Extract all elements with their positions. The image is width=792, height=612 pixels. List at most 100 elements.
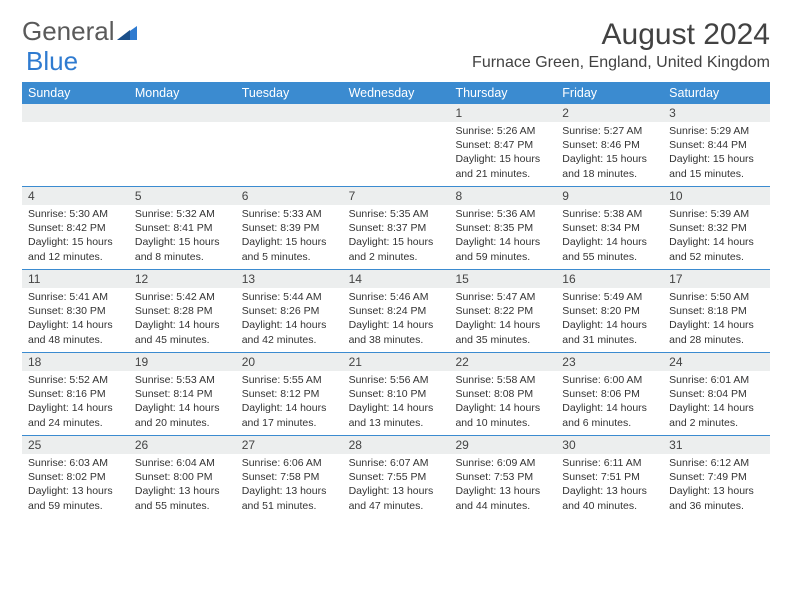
day-number — [343, 104, 450, 122]
day-number: 9 — [556, 187, 663, 205]
day-cell: 13Sunrise: 5:44 AMSunset: 8:26 PMDayligh… — [236, 270, 343, 352]
day-body: Sunrise: 6:12 AMSunset: 7:49 PMDaylight:… — [663, 456, 770, 513]
sunrise-text: Sunrise: 5:58 AM — [455, 373, 550, 387]
sunset-text: Sunset: 8:02 PM — [28, 470, 123, 484]
weekday-header: Monday — [129, 82, 236, 104]
header: General August 2024 Furnace Green, Engla… — [22, 18, 770, 72]
day-number: 22 — [449, 353, 556, 371]
sunset-text: Sunset: 8:06 PM — [562, 387, 657, 401]
sunset-text: Sunset: 8:16 PM — [28, 387, 123, 401]
sunset-text: Sunset: 7:55 PM — [349, 470, 444, 484]
sunset-text: Sunset: 8:18 PM — [669, 304, 764, 318]
day-number: 1 — [449, 104, 556, 122]
sunset-text: Sunset: 8:39 PM — [242, 221, 337, 235]
day-number: 7 — [343, 187, 450, 205]
day-number: 30 — [556, 436, 663, 454]
daylight-text: Daylight: 15 hours and 21 minutes. — [455, 152, 550, 180]
sunset-text: Sunset: 8:37 PM — [349, 221, 444, 235]
sunrise-text: Sunrise: 5:41 AM — [28, 290, 123, 304]
day-cell: 19Sunrise: 5:53 AMSunset: 8:14 PMDayligh… — [129, 353, 236, 435]
daylight-text: Daylight: 14 hours and 48 minutes. — [28, 318, 123, 346]
day-cell: 28 Sunrise: 6:07 AMSunset: 7:55 PMDayligh… — [343, 436, 450, 518]
day-number: 20 — [236, 353, 343, 371]
sunset-text: Sunset: 8:42 PM — [28, 221, 123, 235]
day-body: Sunrise: 5:52 AMSunset: 8:16 PMDaylight:… — [22, 373, 129, 430]
day-cell: 8 Sunrise: 5:36 AMSunset: 8:35 PMDaylight… — [449, 187, 556, 269]
daylight-text: Daylight: 14 hours and 20 minutes. — [135, 401, 230, 429]
day-body: Sunrise: 5:27 AMSunset: 8:46 PMDaylight:… — [556, 124, 663, 181]
day-cell: 11Sunrise: 5:41 AMSunset: 8:30 PMDayligh… — [22, 270, 129, 352]
day-number: 13 — [236, 270, 343, 288]
sunrise-text: Sunrise: 5:44 AM — [242, 290, 337, 304]
day-cell: 24Sunrise: 6:01 AMSunset: 8:04 PMDayligh… — [663, 353, 770, 435]
calendar: Sunday Monday Tuesday Wednesday Thursday… — [22, 82, 770, 518]
day-body: Sunrise: 5:26 AMSunset: 8:47 PMDaylight:… — [449, 124, 556, 181]
day-cell: 18Sunrise: 5:52 AMSunset: 8:16 PMDayligh… — [22, 353, 129, 435]
sunset-text: Sunset: 7:53 PM — [455, 470, 550, 484]
day-number: 2 — [556, 104, 663, 122]
day-number: 12 — [129, 270, 236, 288]
sunset-text: Sunset: 8:12 PM — [242, 387, 337, 401]
sunrise-text: Sunrise: 5:33 AM — [242, 207, 337, 221]
week-row: 11Sunrise: 5:41 AMSunset: 8:30 PMDayligh… — [22, 269, 770, 352]
sunrise-text: Sunrise: 5:49 AM — [562, 290, 657, 304]
sunrise-text: Sunrise: 5:52 AM — [28, 373, 123, 387]
day-number: 21 — [343, 353, 450, 371]
daylight-text: Daylight: 14 hours and 10 minutes. — [455, 401, 550, 429]
daylight-text: Daylight: 13 hours and 40 minutes. — [562, 484, 657, 512]
sunrise-text: Sunrise: 5:47 AM — [455, 290, 550, 304]
daylight-text: Daylight: 15 hours and 18 minutes. — [562, 152, 657, 180]
day-cell: 5Sunrise: 5:32 AMSunset: 8:41 PMDaylight… — [129, 187, 236, 269]
sunrise-text: Sunrise: 5:36 AM — [455, 207, 550, 221]
day-number: 10 — [663, 187, 770, 205]
day-number: 31 — [663, 436, 770, 454]
weekday-header: Wednesday — [343, 82, 450, 104]
day-body: Sunrise: 5:47 AMSunset: 8:22 PMDaylight:… — [449, 290, 556, 347]
day-cell — [236, 104, 343, 186]
day-cell: 7Sunrise: 5:35 AMSunset: 8:37 PMDaylight… — [343, 187, 450, 269]
sunset-text: Sunset: 8:47 PM — [455, 138, 550, 152]
day-body: Sunrise: 5:36 AMSunset: 8:35 PMDaylight:… — [449, 207, 556, 264]
location: Furnace Green, England, United Kingdom — [472, 54, 770, 72]
day-body: Sunrise: 6:07 AMSunset: 7:55 PMDaylight:… — [343, 456, 450, 513]
day-cell: 2 Sunrise: 5:27 AMSunset: 8:46 PMDaylight… — [556, 104, 663, 186]
daylight-text: Daylight: 14 hours and 35 minutes. — [455, 318, 550, 346]
daylight-text: Daylight: 14 hours and 13 minutes. — [349, 401, 444, 429]
sunset-text: Sunset: 8:22 PM — [455, 304, 550, 318]
daylight-text: Daylight: 14 hours and 17 minutes. — [242, 401, 337, 429]
sunrise-text: Sunrise: 5:27 AM — [562, 124, 657, 138]
day-body: Sunrise: 5:56 AMSunset: 8:10 PMDaylight:… — [343, 373, 450, 430]
day-body: Sunrise: 5:42 AMSunset: 8:28 PMDaylight:… — [129, 290, 236, 347]
sunset-text: Sunset: 8:41 PM — [135, 221, 230, 235]
day-body: Sunrise: 6:04 AMSunset: 8:00 PMDaylight:… — [129, 456, 236, 513]
day-body: Sunrise: 6:06 AMSunset: 7:58 PMDaylight:… — [236, 456, 343, 513]
day-number: 8 — [449, 187, 556, 205]
sunrise-text: Sunrise: 5:55 AM — [242, 373, 337, 387]
sunset-text: Sunset: 8:04 PM — [669, 387, 764, 401]
day-body: Sunrise: 6:01 AMSunset: 8:04 PMDaylight:… — [663, 373, 770, 430]
daylight-text: Daylight: 14 hours and 52 minutes. — [669, 235, 764, 263]
weekday-header: Saturday — [663, 82, 770, 104]
sunset-text: Sunset: 8:00 PM — [135, 470, 230, 484]
day-cell: 27Sunrise: 6:06 AMSunset: 7:58 PMDayligh… — [236, 436, 343, 518]
sunrise-text: Sunrise: 5:42 AM — [135, 290, 230, 304]
day-number: 25 — [22, 436, 129, 454]
day-body: Sunrise: 5:50 AMSunset: 8:18 PMDaylight:… — [663, 290, 770, 347]
day-number: 15 — [449, 270, 556, 288]
daylight-text: Daylight: 13 hours and 55 minutes. — [135, 484, 230, 512]
sunrise-text: Sunrise: 5:35 AM — [349, 207, 444, 221]
day-number: 11 — [22, 270, 129, 288]
daylight-text: Daylight: 14 hours and 59 minutes. — [455, 235, 550, 263]
day-cell: 16Sunrise: 5:49 AMSunset: 8:20 PMDayligh… — [556, 270, 663, 352]
sunrise-text: Sunrise: 6:00 AM — [562, 373, 657, 387]
sunrise-text: Sunrise: 6:06 AM — [242, 456, 337, 470]
daylight-text: Daylight: 13 hours and 59 minutes. — [28, 484, 123, 512]
day-body: Sunrise: 5:39 AMSunset: 8:32 PMDaylight:… — [663, 207, 770, 264]
daylight-text: Daylight: 14 hours and 42 minutes. — [242, 318, 337, 346]
day-body: Sunrise: 5:38 AMSunset: 8:34 PMDaylight:… — [556, 207, 663, 264]
sunset-text: Sunset: 8:24 PM — [349, 304, 444, 318]
day-number: 28 — [343, 436, 450, 454]
logo: General — [22, 18, 139, 46]
day-number — [22, 104, 129, 122]
day-number: 16 — [556, 270, 663, 288]
